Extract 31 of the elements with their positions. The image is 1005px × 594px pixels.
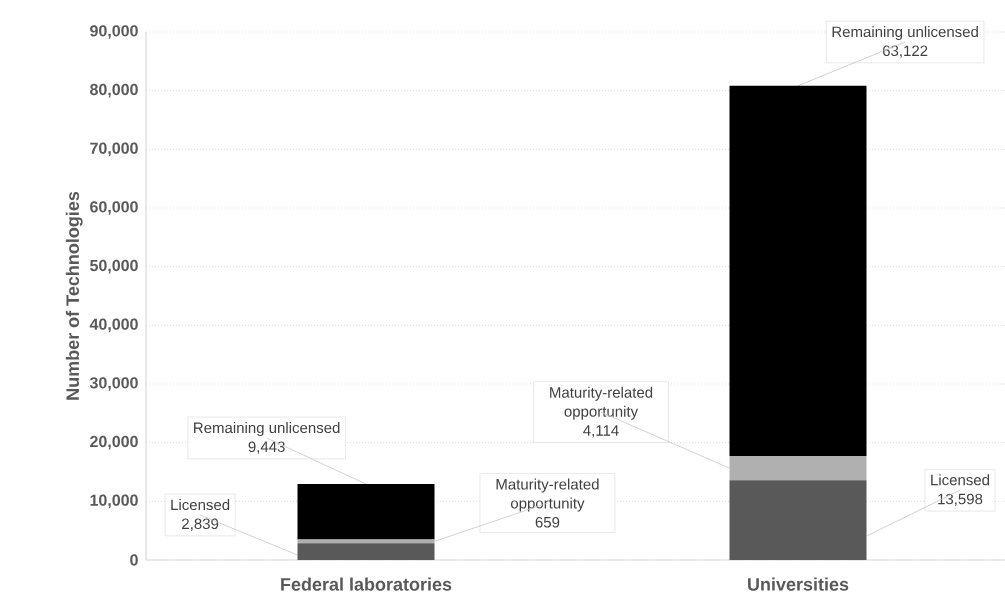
text: Maturity-related opportunity bbox=[550, 386, 653, 420]
text: Licensed bbox=[931, 474, 990, 486]
x-tick-label: Universities bbox=[748, 577, 849, 591]
y-tick-label: 40,000 bbox=[89, 318, 138, 333]
bar bbox=[729, 456, 867, 481]
data-label: 659 bbox=[535, 516, 560, 528]
data-label: 2,839 bbox=[182, 518, 219, 531]
text: Remaining unlicensed bbox=[832, 26, 978, 41]
bar bbox=[297, 539, 435, 544]
y-tick-label: 90,000 bbox=[90, 25, 138, 39]
bar bbox=[297, 484, 435, 540]
data-label: 4,114 bbox=[583, 425, 619, 438]
y-tick-label: 70,000 bbox=[90, 142, 138, 157]
y-tick-label: 50,000 bbox=[90, 259, 138, 274]
text: Maturity-related opportunity bbox=[496, 478, 599, 512]
y-tick-label: 80,000 bbox=[90, 83, 138, 98]
y-tick-label: 20,000 bbox=[90, 435, 138, 450]
bar bbox=[729, 480, 867, 560]
data-label: 13,598 bbox=[938, 493, 983, 507]
y-tick-label: 0 bbox=[130, 554, 138, 566]
x-tick-label: Federal laboratories bbox=[281, 577, 452, 591]
data-label: 63,122 bbox=[882, 45, 928, 58]
y-axis-title: Number of Technologies bbox=[65, 191, 83, 400]
y-tick-label: 10,000 bbox=[90, 494, 138, 509]
bar bbox=[729, 85, 867, 457]
bar bbox=[297, 543, 435, 560]
y-tick-label: 30,000 bbox=[89, 377, 138, 391]
y-tick-label: 60,000 bbox=[90, 201, 138, 215]
text: Licensed bbox=[171, 499, 230, 511]
data-label: 9,443 bbox=[248, 441, 285, 454]
text: Remaining unlicensed bbox=[194, 422, 340, 437]
